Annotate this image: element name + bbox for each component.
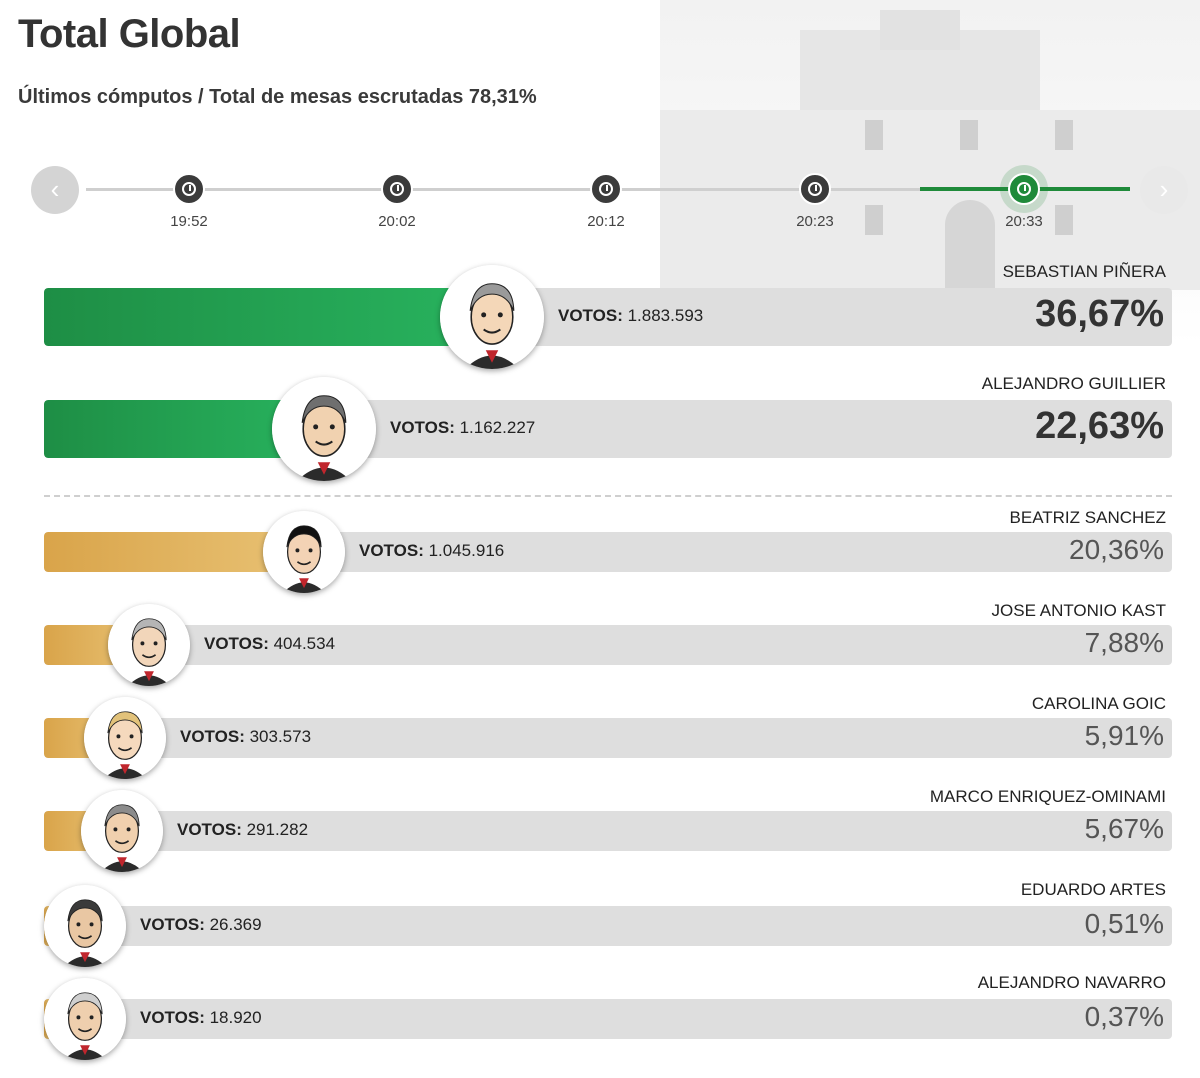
votes-label: VOTOS: (359, 541, 429, 560)
votes-value: 404.534 (273, 634, 336, 653)
votes-label: VOTOS: (390, 418, 460, 437)
candidate-row: MARCO ENRIQUEZ-OMINAMI VOTOS: 291.282 5,67… (44, 787, 1172, 872)
bar-track (44, 288, 1172, 346)
bar (44, 400, 316, 458)
bar-track (44, 400, 1172, 458)
candidate-name: ALEJANDRO GUILLIER (981, 374, 1166, 393)
percent-label: 22,63% (1035, 405, 1164, 447)
clock-icon (590, 173, 622, 205)
bar (44, 288, 484, 346)
candidate-name: BEATRIZ SANCHEZ (1009, 508, 1166, 527)
votes-value: 1.045.916 (428, 541, 505, 560)
clock-icon (1008, 173, 1040, 205)
candidate-row: BEATRIZ SANCHEZ VOTOS: 1.045.916 20,36% (44, 508, 1172, 593)
votes-count: VOTOS: 1.883.593 (558, 306, 703, 326)
votes-value: 291.282 (246, 820, 309, 839)
candidate-portrait (44, 885, 126, 967)
candidate-portrait (272, 377, 376, 481)
candidate-name: MARCO ENRIQUEZ-OMINAMI (929, 787, 1166, 806)
bar-track (44, 999, 1172, 1039)
candidate-row: JOSE ANTONIO KAST VOTOS: 404.534 7,88% (44, 601, 1172, 686)
votes-count: VOTOS: 303.573 (180, 727, 311, 747)
bar-track (44, 811, 1172, 851)
page-title: Total Global (18, 12, 241, 56)
percent-label: 5,91% (1084, 720, 1164, 751)
votes-value: 26.369 (209, 915, 262, 934)
votes-label: VOTOS: (177, 820, 247, 839)
clock-icon (799, 173, 831, 205)
candidate-name: JOSE ANTONIO KAST (991, 601, 1166, 620)
bar (44, 532, 296, 572)
timeline-point[interactable]: 20:12 (566, 160, 646, 230)
candidate-row: ALEJANDRO NAVARRO VOTOS: 18.920 0,37% (44, 973, 1172, 1060)
percent-label: 20,36% (1069, 534, 1164, 565)
votes-count: VOTOS: 1.045.916 (359, 541, 504, 561)
background-palace-image (660, 0, 1200, 345)
candidate-portrait (81, 790, 163, 872)
percent-label: 36,67% (1035, 293, 1164, 335)
timeline-point-active[interactable]: 20:33 (984, 160, 1064, 230)
clock-icon (381, 173, 413, 205)
votes-count: VOTOS: 1.162.227 (390, 418, 535, 438)
votes-value: 303.573 (249, 727, 312, 746)
timeline-point[interactable]: 19:52 (149, 160, 229, 230)
candidate-name: EDUARDO ARTES (1020, 880, 1166, 899)
candidate-portrait (263, 511, 345, 593)
votes-label: VOTOS: (180, 727, 250, 746)
timeline-time: 20:33 (1005, 213, 1043, 230)
candidate-portrait (84, 697, 166, 779)
votes-label: VOTOS: (140, 1008, 210, 1027)
votes-value: 1.883.593 (627, 306, 704, 325)
votes-label: VOTOS: (558, 306, 628, 325)
votes-label: VOTOS: (140, 915, 210, 934)
candidate-portrait (108, 604, 190, 686)
votes-count: VOTOS: 18.920 (140, 1008, 262, 1028)
votes-value: 1.162.227 (459, 418, 536, 437)
votes-count: VOTOS: 26.369 (140, 915, 262, 935)
votes-count: VOTOS: 291.282 (177, 820, 308, 840)
timeline-time: 19:52 (170, 213, 208, 230)
timeline-point[interactable]: 20:23 (775, 160, 855, 230)
timeline-time: 20:23 (796, 213, 834, 230)
percent-label: 5,67% (1084, 813, 1164, 844)
candidate-name: ALEJANDRO NAVARRO (977, 973, 1166, 992)
candidate-portrait (440, 265, 544, 369)
percent-label: 0,37% (1084, 1001, 1164, 1032)
candidate-row: ALEJANDRO GUILLIER VOTOS: 1.162.227 22,63% (44, 374, 1172, 481)
votes-label: VOTOS: (204, 634, 274, 653)
subtitle: Últimos cómputos / Total de mesas escrut… (18, 86, 537, 108)
timeline-time: 20:12 (587, 213, 625, 230)
clock-icon (173, 173, 205, 205)
candidate-row: SEBASTIAN PIÑERA VOTOS: 1.883.593 36,67% (44, 262, 1172, 369)
candidate-name: SEBASTIAN PIÑERA (1002, 262, 1166, 281)
bar-track (44, 906, 1172, 946)
timeline: ‹ › 19:52 20:02 20:12 20:23 20:33 (0, 160, 1200, 240)
candidate-row: EDUARDO ARTES VOTOS: 26.369 0,51% (44, 880, 1172, 967)
percent-label: 0,51% (1084, 908, 1164, 939)
divider (44, 495, 1172, 497)
candidate-name: CAROLINA GOIC (1031, 694, 1166, 713)
candidate-portrait (44, 978, 126, 1060)
bar-track (44, 532, 1172, 572)
percent-label: 7,88% (1084, 627, 1164, 658)
votes-value: 18.920 (209, 1008, 262, 1027)
timeline-point[interactable]: 20:02 (357, 160, 437, 230)
candidate-row: CAROLINA GOIC VOTOS: 303.573 5,91% (44, 694, 1172, 779)
timeline-time: 20:02 (378, 213, 416, 230)
chevron-left-icon[interactable]: ‹ (31, 166, 79, 214)
chevron-right-icon[interactable]: › (1140, 166, 1188, 214)
votes-count: VOTOS: 404.534 (204, 634, 335, 654)
